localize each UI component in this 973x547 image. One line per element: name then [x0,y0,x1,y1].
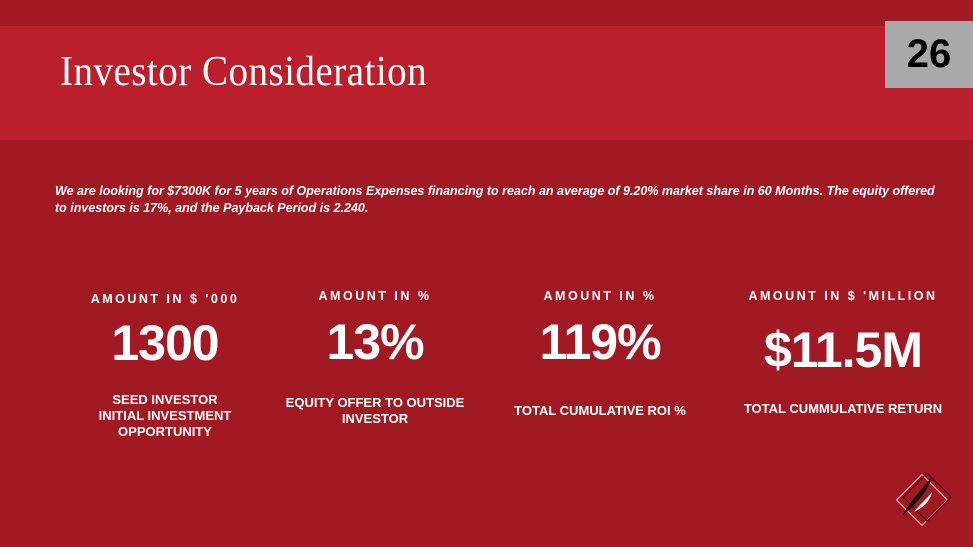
stat-desc: TOTAL CUMULATIVE ROI % [514,403,686,418]
stat-unit: AMOUNT IN $ 'MILLION [748,289,938,303]
stat-desc: SEED INVESTOR INITIAL INVESTMENT OPPORTUNI… [98,392,232,439]
page-title: Investor Consideration [60,49,428,95]
stat-value: 119% [539,314,661,370]
stat-equity-offer: AMOUNT IN % 13% EQUITY OFFER TO OUTSIDE I… [265,289,485,427]
brand-logo-icon [895,472,952,527]
intro-text: We are looking for $7300K for 5 years of… [55,184,935,215]
stat-value: $11.5M [763,322,923,378]
stat-unit: AMOUNT IN % [318,289,432,303]
stat-unit: AMOUNT IN % [543,289,657,303]
stat-cumulative-return: AMOUNT IN $ 'MILLION $11.5M TOTAL CUMMUL… [723,289,963,417]
stat-unit: AMOUNT IN $ '000 [90,292,240,306]
page-number-badge: 26 [885,21,973,88]
stat-seed-investment: AMOUNT IN $ '000 1300 SEED INVESTOR INITI… [45,292,285,440]
stat-cumulative-roi: AMOUNT IN % 119% TOTAL CUMULATIVE ROI % [495,289,705,419]
header-band [0,26,973,140]
stat-value: 13% [326,314,424,370]
stat-value: 1300 [111,315,219,371]
stat-desc: TOTAL CUMMULATIVE RETURN [743,401,943,416]
stat-desc: EQUITY OFFER TO OUTSIDE INVESTOR [285,395,465,426]
